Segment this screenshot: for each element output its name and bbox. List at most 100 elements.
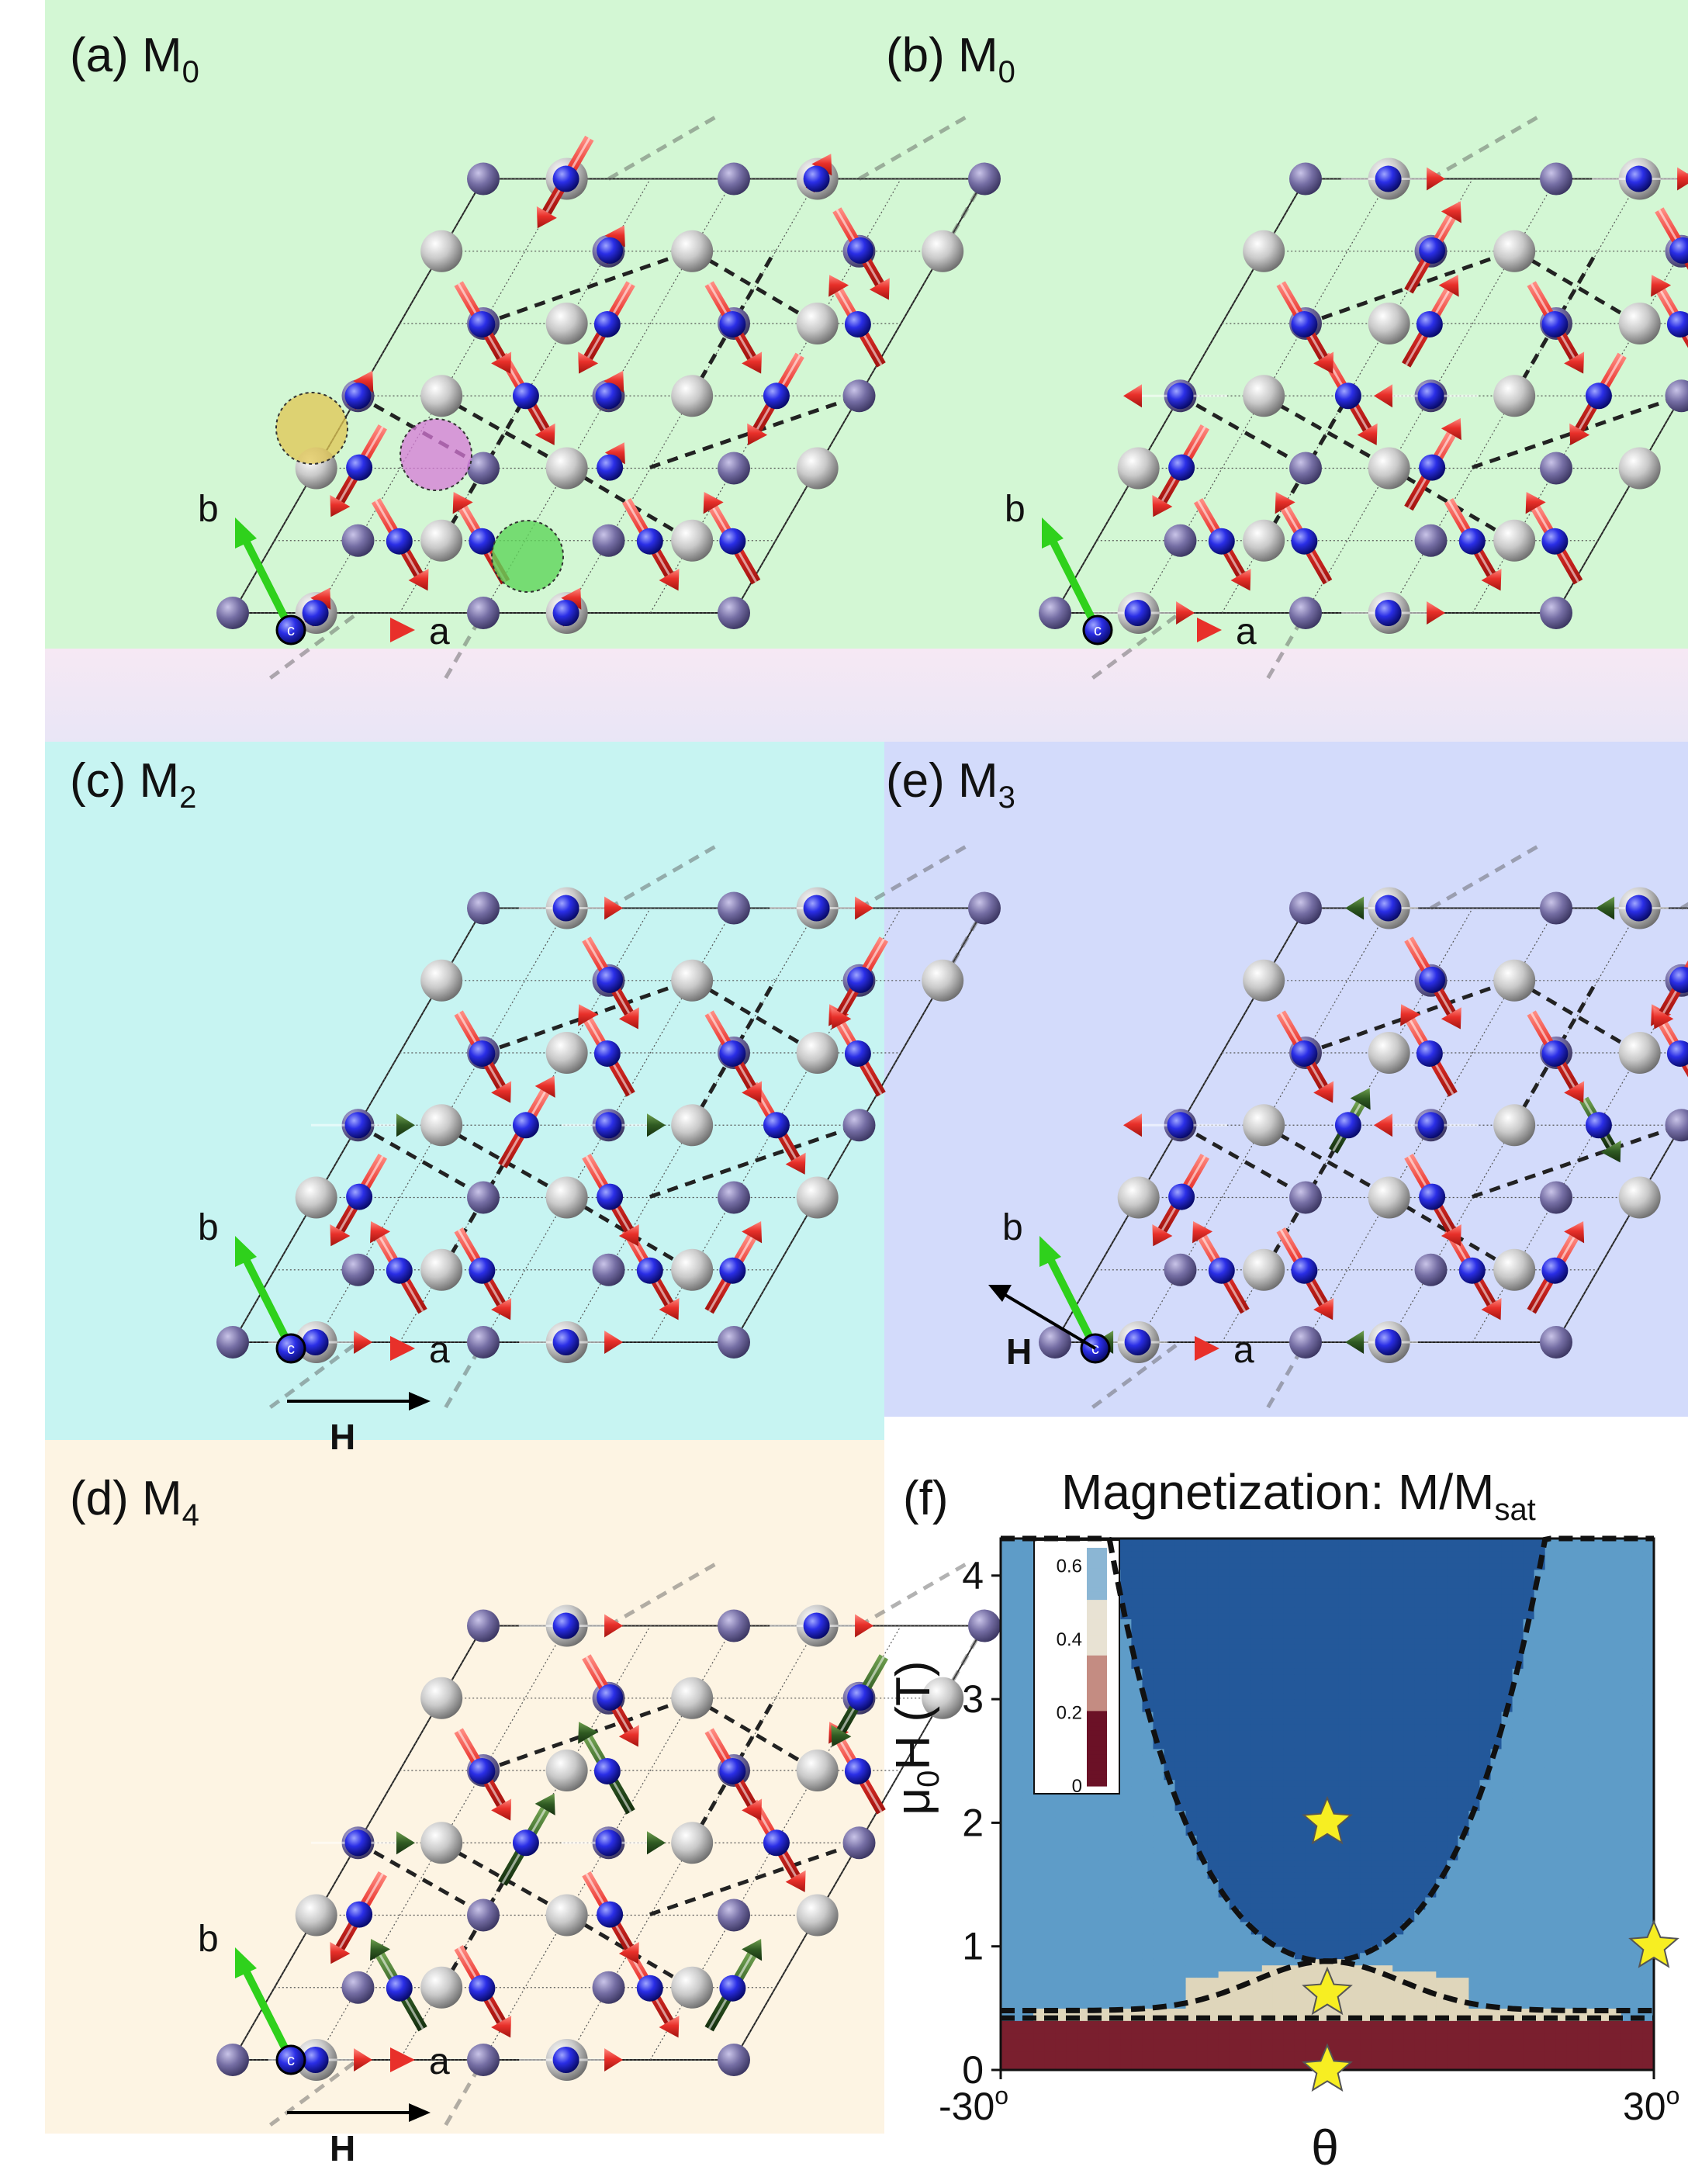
heatmap-cell xyxy=(1164,2039,1176,2046)
heatmap-cell xyxy=(1371,1563,1382,1570)
heatmap-cell xyxy=(1327,1575,1339,1583)
heatmap-cell xyxy=(1250,1656,1263,1663)
heatmap-cell xyxy=(1392,2033,1404,2040)
heatmap-cell xyxy=(1164,2014,1176,2021)
heatmap-cell xyxy=(1392,1625,1404,1632)
heatmap-cell xyxy=(1349,1860,1361,1867)
heatmap-cell xyxy=(1501,1674,1513,1681)
heatmap-cell xyxy=(1479,1902,1492,1910)
mn-atom xyxy=(1334,382,1361,410)
heatmap-cell xyxy=(1316,1909,1328,1916)
heatmap-cell xyxy=(1447,1717,1458,1725)
heatmap-cell xyxy=(1305,1687,1317,1694)
heatmap-cell xyxy=(1185,1810,1198,1818)
heatmap-cell xyxy=(1414,1717,1426,1725)
heatmap-cell xyxy=(1447,2002,1458,2009)
heatmap-cell xyxy=(1196,1618,1209,1626)
heatmap-cell xyxy=(1001,1891,1012,1898)
heatmap-cell xyxy=(1272,1779,1285,1787)
mn-atom xyxy=(593,1040,621,1067)
te-atom xyxy=(1665,1109,1688,1142)
heatmap-cell xyxy=(1392,1872,1404,1879)
heatmap-cell xyxy=(1120,1902,1132,1910)
heatmap-cell xyxy=(1403,1736,1415,1743)
heatmap-cell xyxy=(1001,2058,1012,2065)
heatmap-cell xyxy=(1120,1791,1132,1799)
heatmap-cell xyxy=(1001,1587,1012,1595)
heatmap-cell xyxy=(1360,1841,1372,1848)
heatmap-cell xyxy=(1240,1958,1252,1966)
heatmap-cell xyxy=(1185,1736,1198,1743)
heatmap-cell xyxy=(1131,1550,1143,1558)
heatmap-cell xyxy=(1447,1656,1458,1663)
heatmap-cell xyxy=(1447,1927,1458,1935)
heatmap-cell xyxy=(1403,1712,1415,1718)
heatmap-cell xyxy=(1261,1736,1274,1743)
te-atom xyxy=(718,162,750,196)
heatmap-cell xyxy=(1327,1618,1339,1626)
heatmap-cell xyxy=(1490,1680,1503,1687)
heatmap-cell xyxy=(1316,2039,1328,2046)
heatmap-cell xyxy=(1371,1816,1382,1823)
heatmap-cell xyxy=(1468,2027,1481,2033)
heatmap-cell xyxy=(1066,1841,1077,1848)
heatmap-cell xyxy=(1142,1680,1154,1687)
heatmap-cell xyxy=(1283,2058,1295,2065)
heatmap-cell xyxy=(1458,1556,1470,1564)
heatmap-cell xyxy=(1360,1804,1372,1812)
heatmap-cell xyxy=(1185,1767,1198,1774)
heatmap-cell xyxy=(1174,1712,1187,1718)
te-atom xyxy=(718,1326,750,1359)
heatmap-cell xyxy=(1164,1822,1176,1829)
heatmap-cell xyxy=(1458,1612,1470,1620)
arrow-head xyxy=(1525,492,1546,514)
mn-atom xyxy=(597,1901,624,1928)
heatmap-cell xyxy=(1001,2051,1012,2058)
heatmap-cell xyxy=(1022,1760,1034,1768)
heatmap-cell xyxy=(1131,1940,1143,1947)
heatmap-cell xyxy=(1153,1822,1165,1829)
heatmap-cell xyxy=(1371,1773,1382,1781)
heatmap-cell xyxy=(1501,1971,1513,1978)
heatmap-cell xyxy=(1229,1798,1241,1805)
heatmap-cell xyxy=(1327,1773,1339,1781)
heatmap-cell xyxy=(1164,1712,1176,1718)
heatmap-cell xyxy=(1338,1723,1350,1731)
heatmap-cell xyxy=(1185,1779,1198,1787)
heatmap-cell xyxy=(1458,2020,1470,2027)
heatmap-cell xyxy=(1349,1680,1361,1687)
heatmap-cell xyxy=(1066,1829,1077,1836)
heatmap-cell xyxy=(1316,1575,1328,1583)
heatmap-cell xyxy=(1305,1841,1317,1848)
ni-atom xyxy=(545,1032,588,1075)
heatmap-cell xyxy=(1109,1952,1121,1960)
heatmap-cell xyxy=(1512,1649,1524,1656)
heatmap-cell xyxy=(1218,1902,1230,1910)
heatmap-cell xyxy=(1142,2033,1154,2040)
heatmap-cell xyxy=(1512,1674,1524,1681)
a-axis-head xyxy=(390,618,415,642)
heatmap-cell xyxy=(1153,1742,1165,1750)
heatmap-cell xyxy=(1055,1902,1067,1910)
heatmap-cell xyxy=(1022,1878,1034,1885)
heatmap-cell xyxy=(1447,1829,1458,1836)
heatmap-cell xyxy=(1327,2051,1339,2058)
heatmap-cell xyxy=(1414,1631,1426,1639)
heatmap-cell xyxy=(1294,1748,1306,1756)
heatmap-cell xyxy=(1447,1872,1458,1879)
te-atom xyxy=(1289,891,1322,925)
arrow-head xyxy=(604,1331,624,1354)
heatmap-cell xyxy=(1196,1544,1209,1552)
heatmap-cell xyxy=(1490,1885,1503,1892)
heatmap-cell xyxy=(1033,1804,1045,1812)
heatmap-cell xyxy=(1174,1896,1187,1904)
heatmap-cell xyxy=(1305,1896,1317,1904)
heatmap-cell xyxy=(1283,1563,1295,1570)
heatmap-cell xyxy=(1218,1729,1230,1737)
heatmap-cell xyxy=(1240,1712,1252,1718)
heatmap-cell xyxy=(1207,1668,1219,1675)
heatmap-cell xyxy=(1109,1829,1121,1836)
heatmap-cell xyxy=(1109,1791,1121,1799)
heatmap-cell xyxy=(1164,1958,1176,1966)
heatmap-cell xyxy=(1447,1587,1458,1595)
